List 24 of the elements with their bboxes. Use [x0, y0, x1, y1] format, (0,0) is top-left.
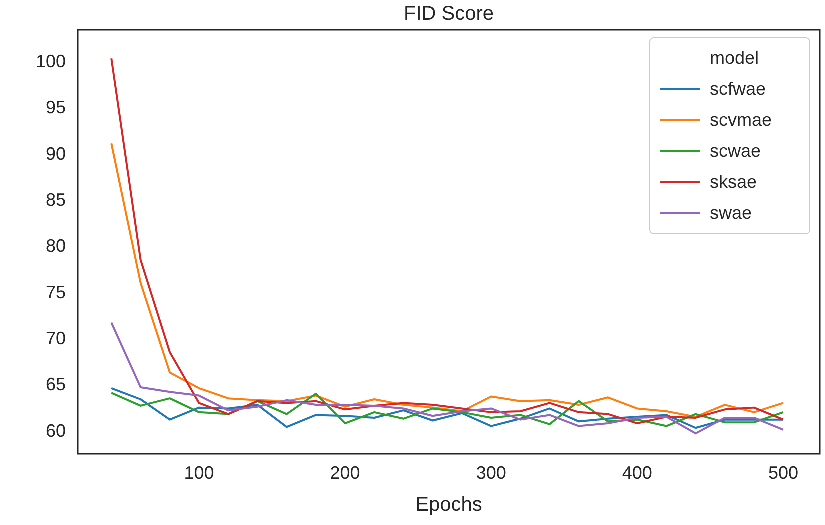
x-tick-label: 300	[476, 463, 506, 483]
y-tick-label: 70	[46, 328, 66, 349]
x-tick-label: 400	[622, 463, 652, 483]
legend-label: scwae	[710, 141, 762, 161]
legend-label: swae	[710, 203, 752, 223]
line-series	[110, 142, 784, 418]
y-tick-label: 95	[46, 98, 66, 118]
y-tick-label: 90	[46, 144, 66, 164]
y-tick-label: 75	[46, 282, 66, 302]
legend-label: scvmae	[710, 110, 772, 130]
y-tick-label: 65	[46, 374, 66, 395]
y-tick-label: 80	[46, 236, 66, 256]
x-tick-label: 100	[184, 463, 214, 483]
legend-label: sksae	[710, 172, 758, 192]
x-axis-title: Epochs	[416, 494, 482, 516]
legend-title: model	[710, 48, 760, 68]
x-tick-label: 500	[768, 463, 799, 483]
y-tick-label: 60	[46, 420, 66, 441]
y-tick-label: 85	[46, 190, 66, 210]
legend-label: scfwae	[710, 79, 766, 99]
chart-title: FID Score	[404, 3, 494, 25]
line-series	[110, 322, 784, 435]
x-tick-label: 200	[330, 463, 360, 483]
y-tick-label: 100	[36, 51, 66, 72]
